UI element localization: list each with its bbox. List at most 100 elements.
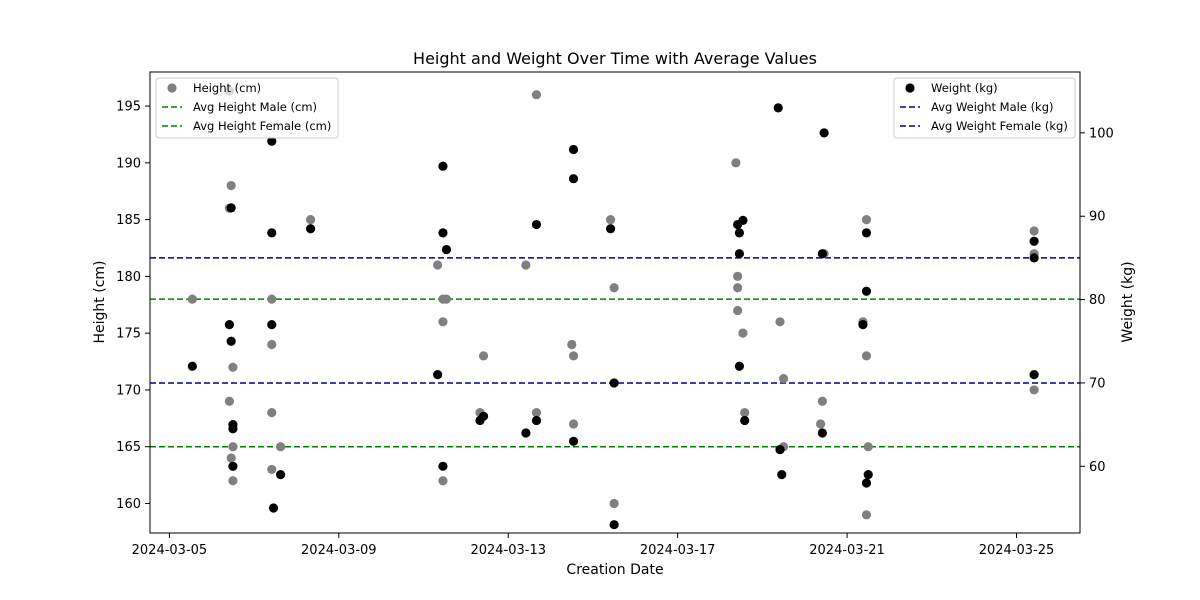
legend-marker [905,83,915,93]
y-left-tick-label: 170 [116,383,141,398]
height-point-28 [609,283,619,293]
y-left-tick-label: 160 [116,497,141,512]
weight-point-29 [609,520,619,530]
height-point-11 [267,464,277,475]
height-point-45 [863,442,873,452]
weight-point-39 [819,128,829,138]
height-point-3 [224,396,235,406]
height-point-18 [438,476,448,486]
y-left-tick-label: 185 [116,213,141,228]
height-point-39 [817,396,827,406]
weight-point-37 [775,445,785,455]
weight-point-8 [267,136,277,146]
weight-point-26 [568,436,579,446]
y-right-tick-label: 100 [1089,126,1114,141]
weight-point-25 [568,174,579,184]
weight-point-23 [531,415,542,426]
height-point-47 [1029,226,1039,236]
height-point-40 [815,419,826,429]
weight-point-6 [228,424,238,434]
weight-point-4 [226,336,236,346]
legend-label: Avg Height Male (cm) [193,100,317,114]
weight-point-36 [773,103,783,113]
height-point-17 [438,317,448,327]
weight-point-20 [475,415,485,426]
weight-point-27 [605,224,616,234]
weight-point-38 [777,470,787,480]
weight-point-21 [521,428,531,438]
weight-point-12 [268,503,279,513]
weight-point-0 [187,361,197,371]
x-axis-title: Creation Date [566,562,663,578]
y-left-tick-label: 175 [116,327,141,342]
plot-background [150,72,1080,533]
weight-point-28 [609,378,619,388]
legend-left: Height (cm) Avg Height Male (cm) Avg Heigh… [155,77,339,139]
axes: 2024-03-05 2024-03-09 2024-03-13 2024-03-17… [116,71,1114,558]
height-point-22 [531,90,542,100]
height-point-0 [187,294,197,304]
legend-label: Height (cm) [193,81,261,95]
height-point-46 [861,510,872,520]
height-point-21 [521,260,531,270]
height-point-13 [305,215,316,225]
legend-label: Avg Weight Female (kg) [931,119,1068,133]
weight-point-2 [226,203,236,213]
weight-point-18 [438,461,448,471]
height-point-37 [778,373,789,384]
legend-right: Weight (kg) Avg Weight Male (kg) Avg Weigh… [893,77,1076,139]
height-point-49 [1029,385,1039,395]
weight-point-45 [863,470,873,480]
weight-point-43 [861,228,872,238]
legends: Height (cm) Avg Height Male (cm) Avg Heigh… [155,77,1076,139]
legend-label: Weight (kg) [931,81,998,95]
height-point-16 [441,294,452,304]
y-axis-left-title: Height (cm) [92,261,108,344]
height-point-30 [731,158,741,168]
weight-point-9 [267,228,277,238]
weight-point-7 [228,461,238,471]
height-point-43 [861,215,872,225]
height-point-32 [733,283,743,293]
height-point-12 [275,442,286,452]
height-point-27 [605,215,616,225]
y-right-tick-label: 70 [1089,376,1106,391]
height-point-26 [568,419,579,429]
weight-point-44 [861,286,872,296]
x-tick-label: 2024-03-13 [470,543,546,558]
legend-label: Avg Height Female (cm) [193,119,331,133]
y-left-tick-label: 190 [116,156,141,171]
weight-point-32 [734,228,745,238]
weight-point-49 [1029,370,1039,380]
weight-point-46 [861,478,872,488]
weight-point-31 [738,215,748,225]
height-point-2 [226,180,236,191]
plot-frame [149,71,1081,534]
legend-marker [167,83,177,93]
height-point-6 [228,442,238,452]
x-tick-label: 2024-03-09 [301,543,377,558]
x-tick-label: 2024-03-05 [132,543,208,558]
weight-point-41 [817,428,827,438]
height-point-4 [226,453,236,463]
weight-point-16 [438,228,448,238]
height-point-10 [267,408,277,418]
height-point-44 [861,351,872,361]
y-right-tick-label: 60 [1089,460,1106,475]
height-point-35 [740,408,750,418]
y-right-tick-label: 90 [1089,210,1106,225]
y-left-tick-label: 165 [116,440,141,455]
height-point-5 [228,362,238,372]
weight-point-15 [438,161,448,171]
x-tick-label: 2024-03-25 [979,543,1055,558]
legend-label: Avg Weight Male (kg) [931,100,1054,114]
data-points [187,86,1039,530]
height-point-9 [267,339,277,350]
y-left-tick-label: 195 [116,100,141,115]
height-point-31 [733,271,743,281]
weight-point-48 [1029,253,1039,263]
weight-point-22 [531,219,542,230]
height-point-20 [478,351,489,361]
weight-point-40 [817,249,827,259]
